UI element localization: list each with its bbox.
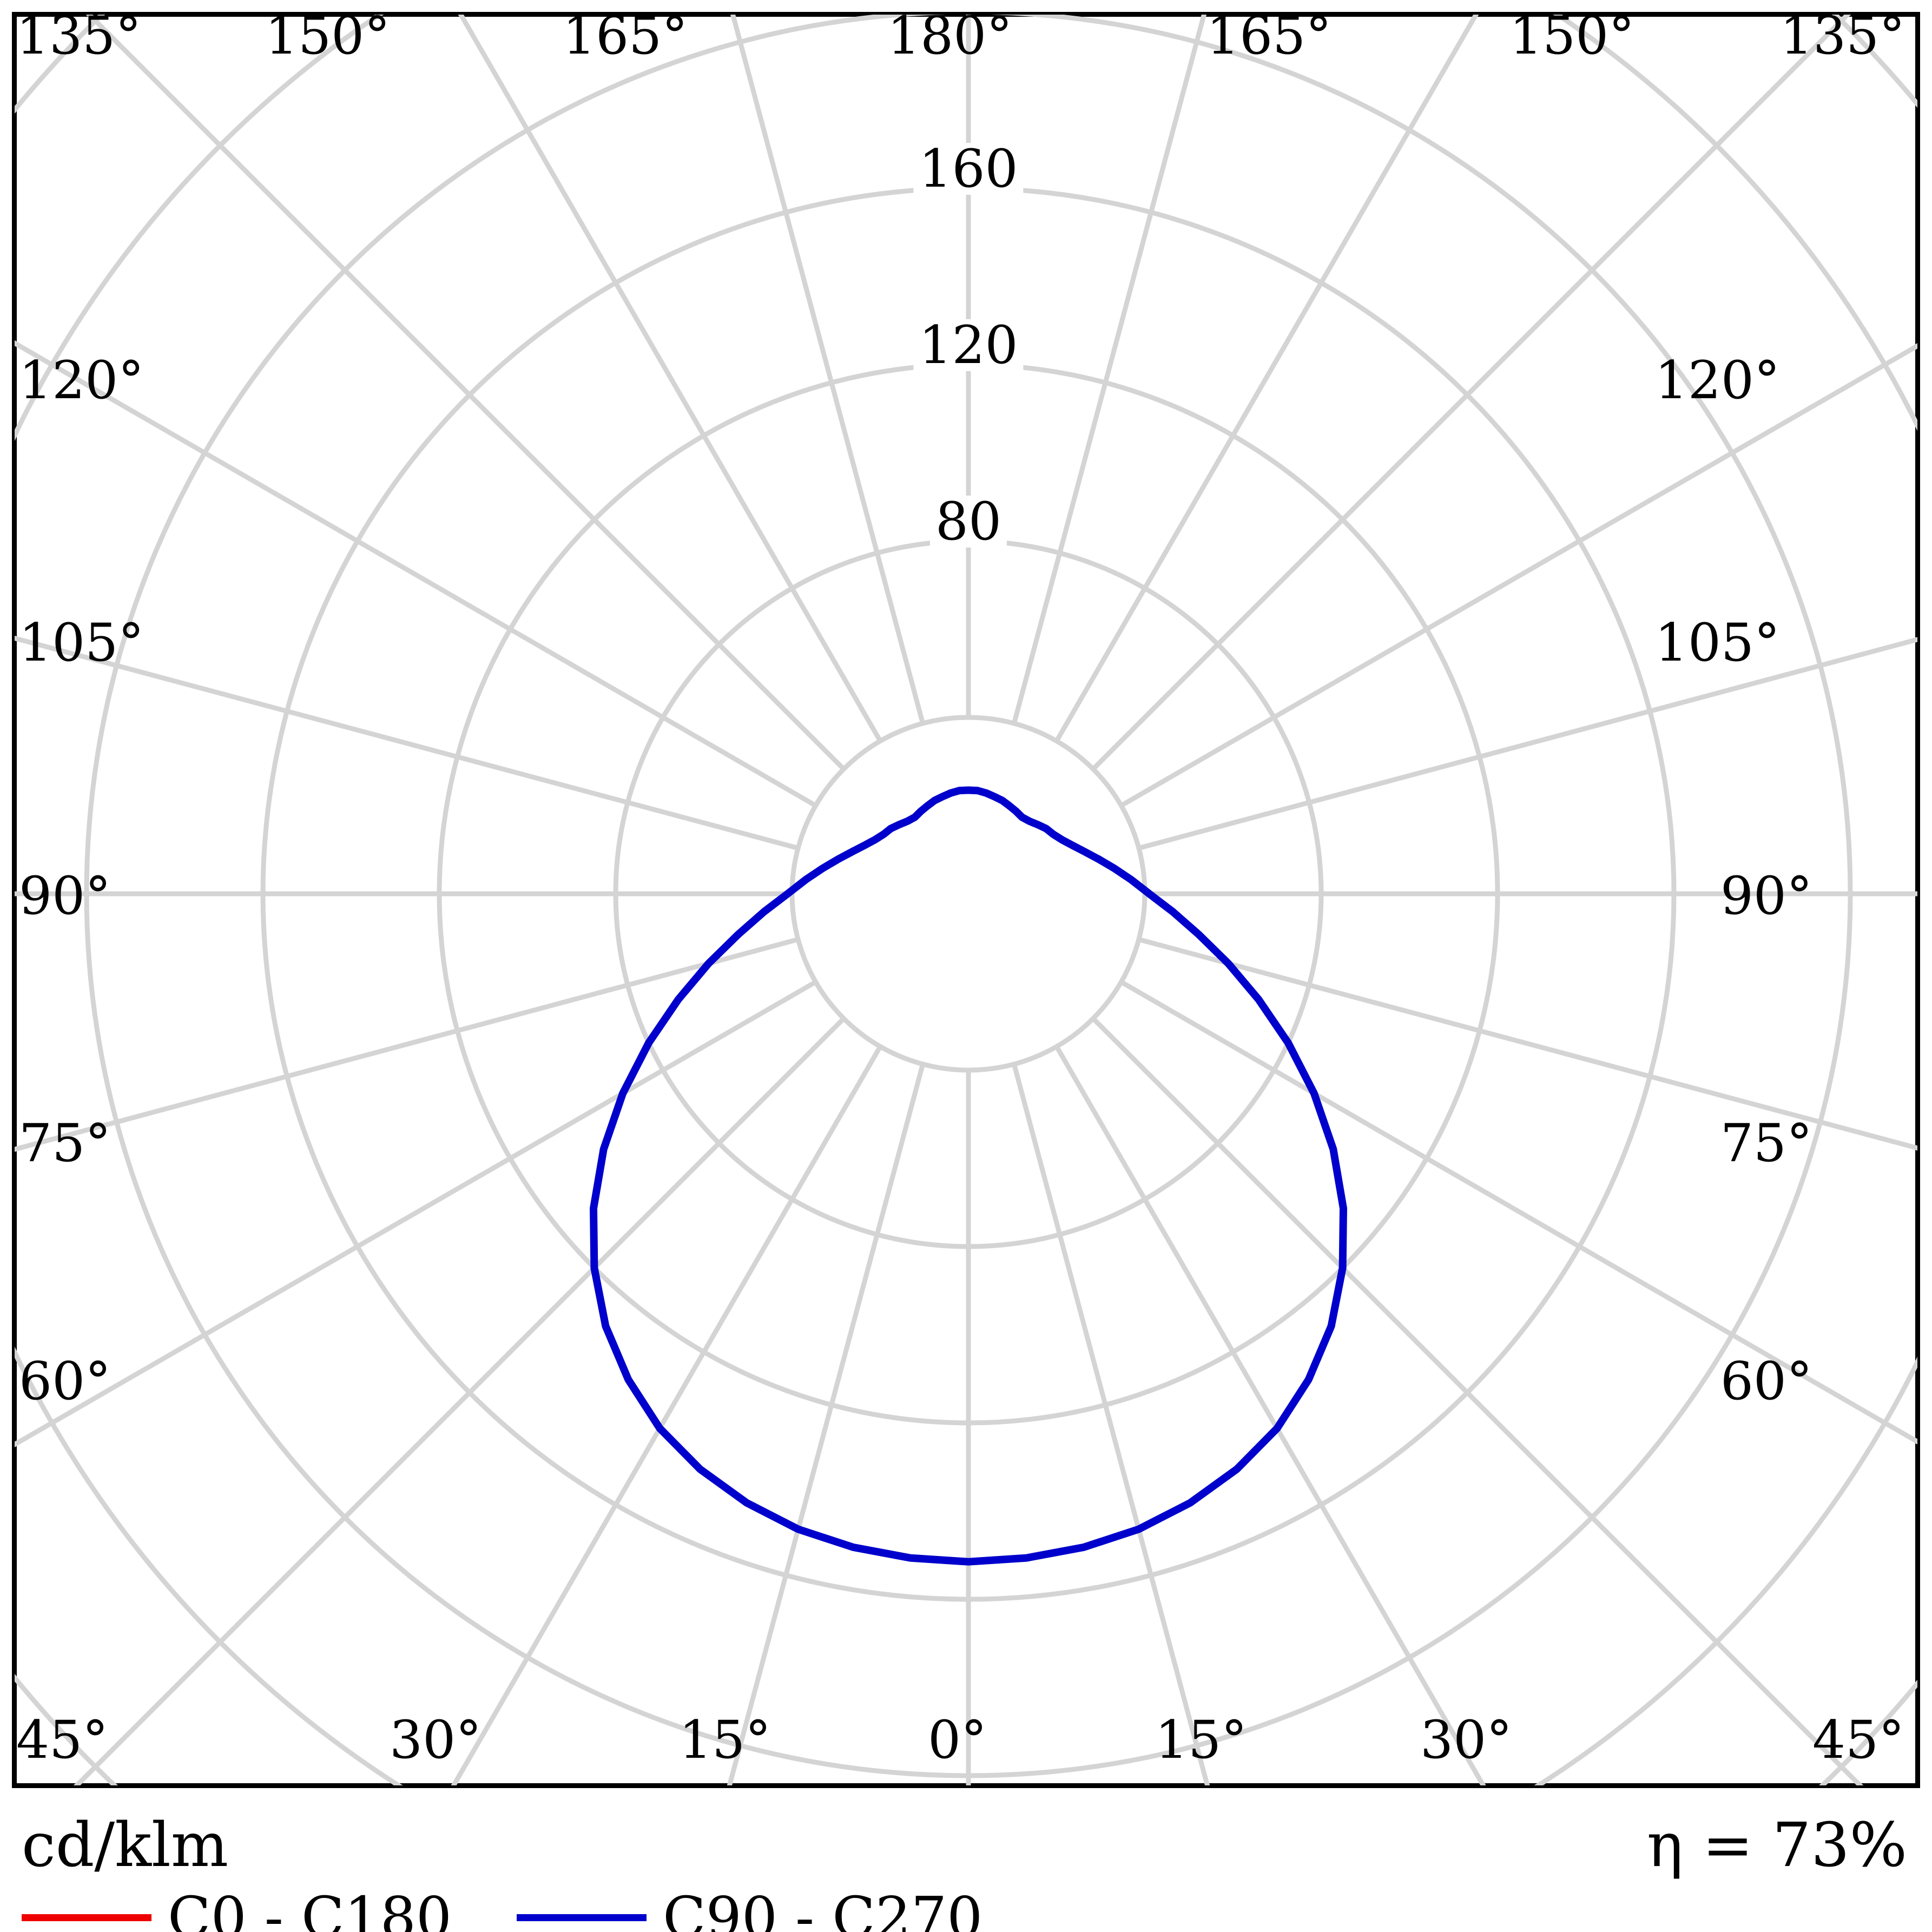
legend-item-0[interactable]: C0 - C180 <box>22 1889 452 1932</box>
radial-label-1: 120 <box>913 319 1024 371</box>
angle-label-top-5: 150° <box>1509 5 1635 66</box>
angle-label-bottom-2: 15° <box>679 1710 772 1770</box>
legend-swatch-0 <box>22 1914 151 1921</box>
angle-label-left-0: 120° <box>19 350 144 411</box>
angle-label-bottom-3: 0° <box>928 1710 987 1770</box>
angle-label-bottom-4: 15° <box>1155 1710 1248 1770</box>
angle-label-right-2: 90° <box>1720 866 1812 926</box>
legend: C0 - C180 C90 - C270 <box>22 1889 1047 1932</box>
angle-label-left-1: 105° <box>19 612 144 673</box>
legend-label-1: C90 - C270 <box>663 1884 983 1932</box>
angle-label-top-0: 135° <box>16 5 142 66</box>
angle-label-bottom-6: 45° <box>1812 1710 1905 1770</box>
legend-swatch-1 <box>517 1914 647 1921</box>
angle-label-top-3: 180° <box>887 5 1013 66</box>
angle-label-left-2: 90° <box>19 866 111 926</box>
angle-label-top-4: 165° <box>1206 5 1332 66</box>
angle-label-top-2: 165° <box>563 5 688 66</box>
angle-label-right-4: 60° <box>1720 1351 1812 1412</box>
angle-label-bottom-5: 30° <box>1420 1710 1513 1770</box>
angle-label-right-1: 105° <box>1654 612 1780 673</box>
plot-frame <box>12 12 1920 1788</box>
radial-label-0: 160 <box>913 143 1024 195</box>
angle-label-top-6: 135° <box>1780 5 1905 66</box>
angle-label-bottom-1: 30° <box>390 1710 482 1770</box>
chart-footer: cd/klm η = 73% C0 - C180 C90 - C270 <box>0 1791 1932 1932</box>
angle-label-top-1: 150° <box>265 5 391 66</box>
angle-label-left-4: 60° <box>19 1351 111 1412</box>
angle-label-left-3: 75° <box>19 1113 111 1173</box>
legend-label-0: C0 - C180 <box>168 1884 452 1932</box>
efficiency-label: η = 73% <box>1646 1810 1907 1881</box>
angle-label-bottom-0: 45° <box>16 1710 109 1770</box>
unit-label: cd/klm <box>22 1810 229 1881</box>
angle-label-right-3: 75° <box>1720 1113 1812 1173</box>
radial-label-2: 80 <box>929 496 1007 548</box>
legend-item-1[interactable]: C90 - C270 <box>517 1889 983 1932</box>
angle-label-right-0: 120° <box>1654 350 1780 411</box>
